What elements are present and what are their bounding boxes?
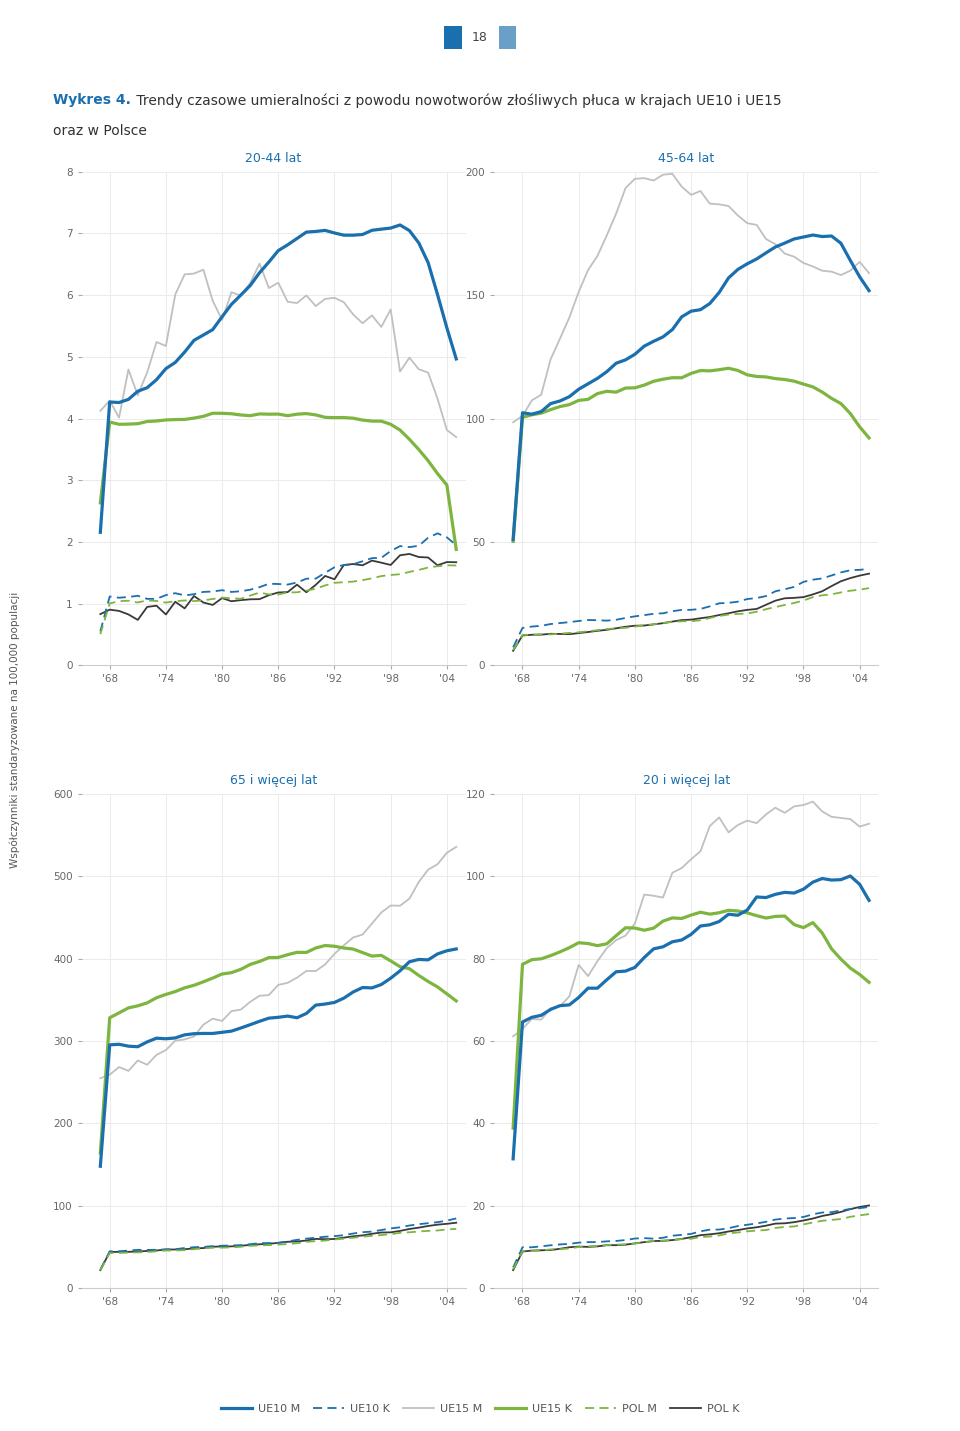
Title: 20 i więcej lat: 20 i więcej lat — [643, 774, 730, 787]
Text: 18: 18 — [472, 30, 488, 44]
Title: 45-64 lat: 45-64 lat — [659, 152, 714, 165]
Title: 65 i więcej lat: 65 i więcej lat — [230, 774, 317, 787]
Text: Trendy czasowe umieralności z powodu nowotworów złośliwych płuca w krajach UE10 : Trendy czasowe umieralności z powodu now… — [132, 93, 781, 107]
Title: 20-44 lat: 20-44 lat — [246, 152, 301, 165]
Legend: UE10 M, UE10 K, UE15 M, UE15 K, POL M, POL K: UE10 M, UE10 K, UE15 M, UE15 K, POL M, P… — [216, 1400, 744, 1418]
Text: Współczynniki standaryzowane na 100,000 populacji: Współczynniki standaryzowane na 100,000 … — [10, 591, 19, 869]
Text: Wykres 4.: Wykres 4. — [53, 93, 131, 107]
Text: oraz w Polsce: oraz w Polsce — [53, 124, 147, 139]
